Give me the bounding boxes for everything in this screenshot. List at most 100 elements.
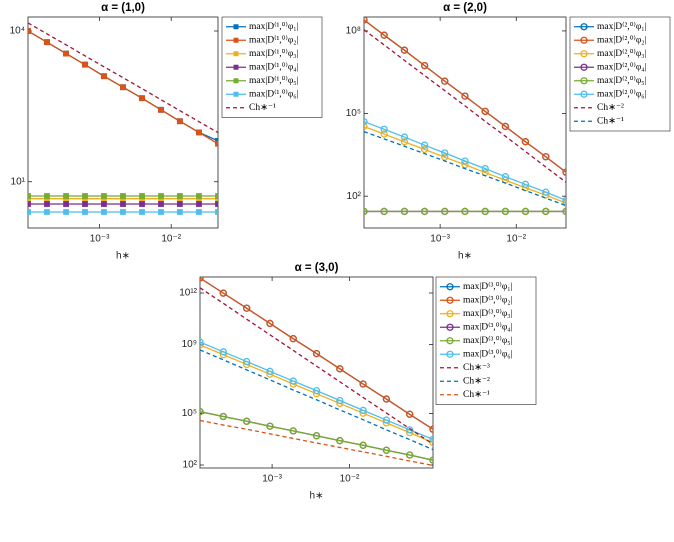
y-tick-label: 10²: [183, 460, 198, 471]
x-tick-label: 10⁻²: [506, 234, 526, 245]
marker: [364, 122, 368, 131]
marker: [562, 199, 566, 207]
marker: [219, 348, 227, 356]
marker: [312, 349, 321, 358]
legend-marker: [446, 310, 454, 318]
marker: [63, 50, 69, 57]
legend-label: max|D⁽²,⁰⁾φ₂|: [597, 34, 647, 45]
marker: [461, 207, 469, 216]
marker: [82, 209, 88, 215]
marker: [420, 145, 429, 154]
marker: [380, 31, 388, 39]
marker: [364, 117, 368, 126]
marker: [441, 207, 449, 216]
legend-marker: [580, 36, 588, 44]
marker: [28, 28, 31, 34]
legend-marker: [233, 78, 239, 84]
marker: [501, 207, 510, 216]
x-axis-label: h∗: [116, 251, 130, 262]
marker: [429, 435, 433, 444]
marker: [501, 122, 510, 131]
legend-label: max|D⁽³,⁰⁾φ₃|: [463, 308, 513, 319]
marker: [219, 412, 227, 421]
marker: [481, 107, 489, 116]
legend-label: max|D⁽¹,⁰⁾φ₃|: [249, 48, 299, 59]
legend-label: Ch∗⁻¹: [597, 116, 624, 126]
legend-label: max|D⁽¹,⁰⁾φ₅|: [249, 75, 299, 86]
marker: [406, 451, 414, 459]
series-group: [28, 22, 218, 215]
legend-label: max|D⁽²,⁰⁾φ₃|: [597, 48, 647, 59]
marker: [101, 209, 107, 215]
marker: [364, 17, 368, 24]
y-tick-label: 10⁹: [182, 339, 197, 350]
marker: [266, 422, 274, 430]
marker: [158, 193, 164, 199]
legend-marker: [446, 296, 454, 304]
marker: [196, 209, 202, 215]
marker: [28, 201, 31, 207]
chart-title: α = (3,0): [295, 262, 339, 274]
marker: [63, 201, 69, 207]
marker: [461, 157, 469, 165]
marker: [101, 201, 107, 207]
legend-marker: [233, 91, 239, 97]
marker: [139, 193, 145, 199]
marker: [380, 125, 388, 133]
marker: [289, 335, 297, 343]
marker: [336, 396, 344, 405]
legend-label: max|D⁽¹,⁰⁾φ₂|: [249, 34, 299, 45]
x-tick-label: 10⁻³: [90, 234, 110, 245]
marker: [176, 201, 183, 207]
marker: [82, 61, 88, 68]
marker: [380, 207, 388, 216]
marker: [521, 207, 530, 216]
marker: [382, 446, 391, 454]
dashed-line: [200, 419, 433, 467]
legend-label: max|D⁽³,⁰⁾φ₂|: [463, 294, 513, 305]
marker: [196, 193, 202, 199]
marker: [200, 341, 204, 349]
marker: [176, 118, 183, 125]
marker: [266, 367, 274, 375]
marker: [215, 193, 218, 199]
marker: [312, 432, 321, 440]
marker: [429, 425, 433, 433]
legend-label: max|D⁽³,⁰⁾φ₁|: [463, 281, 513, 292]
marker: [44, 209, 50, 215]
x-tick-label: 10⁻²: [340, 474, 360, 485]
marker: [158, 106, 164, 113]
marker: [429, 456, 433, 464]
y-tick-label: 10⁵: [182, 408, 197, 419]
legend-marker: [233, 37, 239, 43]
plot-area: [363, 16, 567, 229]
marker: [562, 207, 566, 216]
marker: [359, 380, 367, 388]
legend-label: max|D⁽²,⁰⁾φ₁|: [597, 21, 647, 32]
series-group: [364, 17, 566, 216]
legend-label: Ch∗⁻³: [463, 363, 490, 373]
marker: [441, 149, 449, 157]
legend-label: Ch∗⁻¹: [463, 390, 490, 400]
marker: [420, 141, 429, 149]
legend-marker: [233, 24, 239, 30]
legend-label: max|D⁽¹,⁰⁾φ₁|: [249, 21, 299, 32]
marker: [120, 84, 126, 91]
marker: [243, 304, 251, 312]
marker: [120, 201, 126, 207]
marker: [336, 365, 344, 373]
marker: [380, 130, 388, 138]
legend-box: [569, 16, 671, 132]
marker: [441, 77, 449, 85]
marker: [176, 193, 183, 199]
legend-label: max|D⁽²,⁰⁾φ₄|: [597, 61, 647, 72]
marker: [521, 138, 530, 146]
marker: [28, 209, 31, 215]
marker: [400, 207, 409, 216]
legend-marker: [446, 283, 454, 291]
marker: [420, 61, 429, 70]
legend-label: max|D⁽³,⁰⁾φ₆|: [463, 348, 513, 359]
marker: [400, 138, 409, 146]
marker: [429, 438, 433, 447]
marker: [542, 207, 550, 216]
